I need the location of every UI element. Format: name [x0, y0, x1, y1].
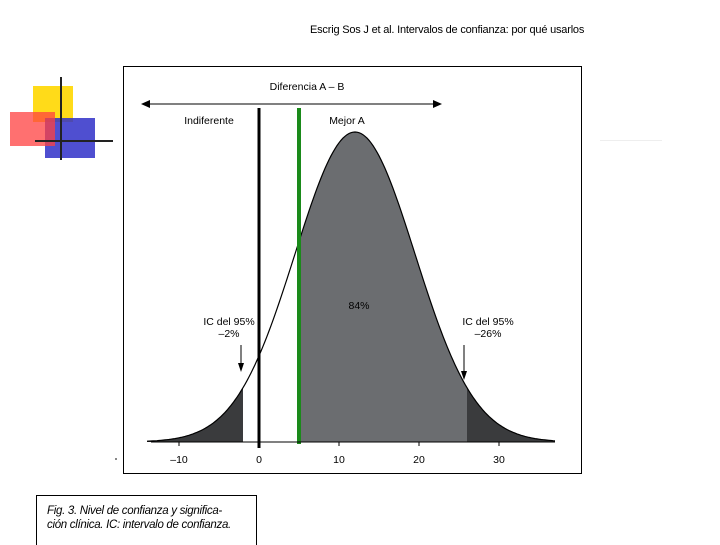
distribution-curve — [146, 131, 556, 442]
range-label: Diferencia A – B — [270, 81, 345, 93]
caption-line-2: ción clínica. IC: intervalo de confianza… — [47, 519, 231, 531]
figure-caption: Fig. 3. Nivel de confianza y significa- … — [36, 495, 257, 545]
x-tick-label: 0 — [256, 454, 262, 466]
ci-left-arrow-head — [238, 363, 244, 372]
decorative-line — [600, 140, 662, 141]
label-indiferente: Indiferente — [184, 115, 234, 127]
decorative-squares-logo — [10, 77, 113, 160]
ci-right-label: IC del 95% — [462, 316, 513, 328]
x-tick-label: –10 — [170, 454, 188, 466]
figure-frame — [123, 66, 582, 474]
x-tick-label: 30 — [493, 454, 505, 466]
shaded-percent-label: 84% — [348, 300, 369, 312]
ci-right-value: –26% — [475, 328, 502, 340]
tail-area-right — [467, 387, 555, 442]
shaded-area-mejor-a — [299, 132, 555, 442]
x-tick-label: 10 — [333, 454, 345, 466]
x-tick-label: 20 — [413, 454, 425, 466]
stray-dot — [115, 458, 117, 460]
tail-area-left — [147, 387, 243, 442]
ci-right-arrow-head — [461, 371, 467, 380]
ci-left-value: –2% — [218, 328, 239, 340]
ci-left-label: IC del 95% — [203, 316, 254, 328]
caption-line-1: Fig. 3. Nivel de confianza y significa- — [47, 505, 222, 517]
label-mejor-a: Mejor A — [329, 115, 365, 127]
range-arrow-right-head — [433, 100, 442, 108]
citation-header: Escrig Sos J et al. Intervalos de confia… — [310, 24, 585, 36]
range-arrow-left-head — [141, 100, 150, 108]
